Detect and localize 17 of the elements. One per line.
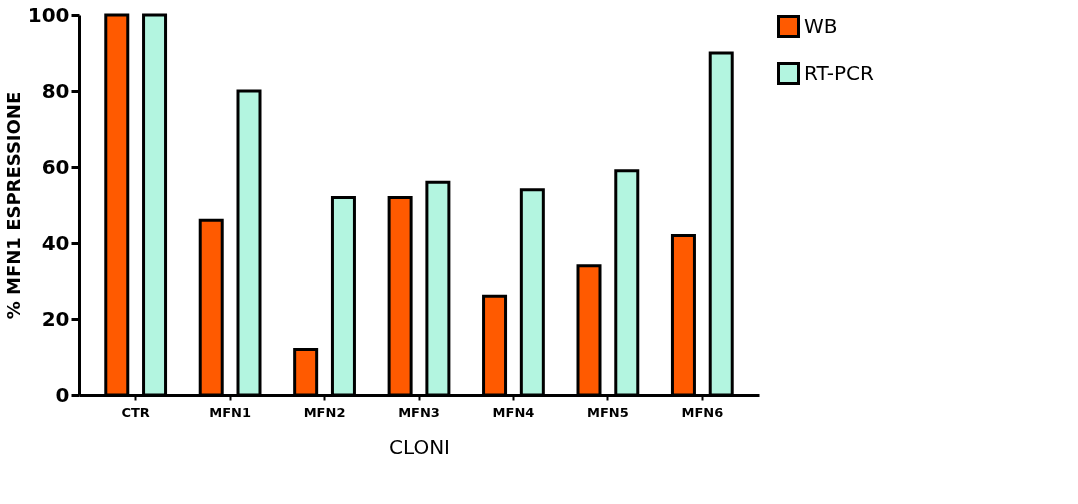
y-tick-label: 60 <box>41 154 70 179</box>
y-axis-title: % MFN1 ESPRESSIONE <box>2 91 24 320</box>
y-tick-label: 40 <box>41 230 70 255</box>
x-tick-label: MFN2 <box>303 404 346 420</box>
x-tick-label: MFN5 <box>587 404 629 420</box>
x-axis-title: CLONI <box>389 434 450 459</box>
legend-label: RT-PCR <box>804 60 875 85</box>
y-tick-label: 100 <box>27 2 70 27</box>
legend-label: WB <box>804 13 838 38</box>
x-tick-label: MFN3 <box>398 404 440 420</box>
y-tick-label: 80 <box>41 78 70 103</box>
x-tick-label: CTR <box>121 404 150 420</box>
x-tick-label: MFN1 <box>209 404 251 420</box>
x-tick-label: MFN4 <box>492 404 535 420</box>
y-tick-label: 20 <box>41 306 70 331</box>
y-tick-label: 0 <box>55 382 70 407</box>
x-tick-label: MFN6 <box>681 404 724 420</box>
